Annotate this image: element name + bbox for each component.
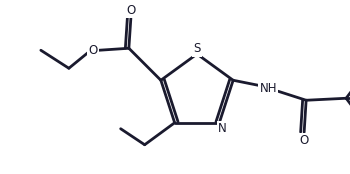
Text: O: O xyxy=(300,134,309,147)
Text: N: N xyxy=(218,122,227,135)
Text: S: S xyxy=(193,42,201,56)
Text: O: O xyxy=(126,4,135,17)
Text: NH: NH xyxy=(259,82,277,95)
Text: O: O xyxy=(88,44,98,57)
